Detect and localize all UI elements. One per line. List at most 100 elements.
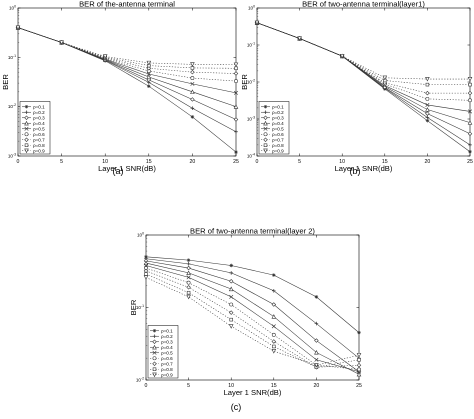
chart-2-data-point — [467, 90, 473, 96]
chart-2-y-tick-label: 10-1 — [247, 42, 255, 48]
chart-1-y-tick-label: 100 — [9, 5, 16, 11]
chart-3-x-axis-label: Layer 1 SNR(dB) — [224, 388, 282, 397]
chart-3-data-point — [272, 344, 276, 349]
chart-1-data-point — [234, 66, 238, 71]
chart-1-series-line — [17, 27, 237, 74]
chart-3-data-point — [228, 286, 234, 292]
chart-1-title: BER of the-antenna terminal — [79, 0, 175, 9]
chart-3-data-point — [272, 273, 276, 277]
chart-3-data-point — [229, 302, 234, 307]
chart-3-data-point — [357, 367, 361, 372]
chart-2-data-point — [425, 82, 430, 87]
chart-2-series-line — [256, 22, 470, 80]
chart-1-legend-label: ρ=0.2 — [33, 110, 45, 115]
chart-1-legend-label: ρ=0.1 — [33, 104, 45, 109]
chart-3-data-point — [229, 271, 233, 275]
chart-3-series-line — [145, 265, 360, 373]
chart-1-legend-label: ρ=0.8 — [33, 143, 45, 148]
chart-2-data-point — [468, 149, 472, 154]
chart-2-x-tick-label: 10 — [339, 159, 345, 165]
chart-2-legend-marker — [263, 148, 268, 154]
chart-2-series-9 — [254, 20, 473, 82]
chart-2-title: BER of two-antenna terminal(layer1) — [302, 0, 425, 9]
chart-3-data-point — [186, 270, 191, 276]
chart-3-legend-label: ρ=0.2 — [161, 334, 173, 339]
chart-1-data-point — [233, 117, 239, 122]
chart-3-legend-label: ρ=0.8 — [161, 367, 173, 372]
chart-3-data-point — [357, 330, 361, 335]
chart-3: BER of two-antenna terminal(layer 2) 0 5 10… — [129, 227, 362, 398]
chart-3-legend-marker — [152, 328, 157, 333]
chart-1-x-axis-label: Layer 1 SNR(dB) — [98, 164, 156, 173]
chart-2-data-point — [425, 102, 430, 107]
chart-1-x-tick-label: 10 — [102, 159, 108, 165]
chart-2-data-point — [297, 36, 302, 41]
chart-2-data-point — [467, 120, 473, 125]
chart-2-plot-area — [256, 7, 471, 157]
chart-1-legend-marker — [24, 148, 29, 154]
chart-3-data-point — [144, 255, 148, 259]
chart-1-y-tick-label: 10-2 — [8, 103, 16, 109]
chart-3-legend-label: ρ=0.9 — [161, 372, 173, 377]
chart-1-data-point — [147, 84, 151, 88]
chart-3-legend-label: ρ=0.6 — [161, 356, 173, 361]
chart-2-y-tick-label: 10-2 — [247, 79, 255, 85]
chart-3-data-point — [228, 279, 234, 284]
chart-1-x-tick-label: 15 — [146, 159, 152, 165]
chart-1-data-point — [190, 76, 195, 80]
chart-1-x-tick-label: 0 — [17, 159, 20, 165]
chart-2-legend-marker — [263, 115, 268, 120]
chart-1-legend-label: ρ=0.6 — [33, 132, 45, 137]
chart-3-data-point — [229, 317, 233, 322]
chart-1: BER of the-antenna terminal 0 5 10 15 20 25 Lay… — [1, 0, 239, 173]
chart-3-data-point — [186, 265, 191, 271]
chart-3-series-2 — [144, 256, 361, 360]
chart-2-y-axis-label: BER — [240, 74, 249, 90]
chart-3-legend-label: ρ=0.1 — [161, 328, 173, 333]
chart-2-legend-label: ρ=0.8 — [272, 143, 284, 148]
chart-1-data-point — [234, 79, 238, 84]
chart-3-data-point — [228, 310, 234, 315]
chart-2-legend-marker — [263, 120, 268, 126]
chart-1-data-point — [234, 150, 238, 154]
chart-2-y-tick-label: 10-4 — [247, 153, 255, 159]
chart-1-legend-label: ρ=0.3 — [33, 115, 45, 120]
chart-2-legend-label: ρ=0.2 — [272, 110, 284, 115]
chart-2-x-axis-label: Layer 1 SNR(dB) — [335, 164, 393, 173]
chart-1-plot-area — [17, 7, 237, 157]
chart-3-data-point — [144, 272, 148, 276]
chart-1-y-axis-label: BER — [1, 74, 10, 90]
chart-3-legend-label: ρ=0.7 — [161, 361, 173, 366]
chart-2-legend-label: ρ=0.1 — [272, 104, 284, 109]
chart-2-y-tick-label: 10-3 — [247, 116, 255, 122]
chart-3-legend-marker — [152, 350, 157, 355]
chart-3-y-axis-label: BER — [129, 299, 138, 315]
chart-1-x-tick-label: 25 — [233, 159, 239, 165]
chart-3-series-line — [145, 258, 360, 359]
chart-3-series-9 — [143, 275, 362, 368]
chart-3-series-line — [145, 270, 360, 368]
chart-2-legend-marker — [263, 104, 268, 109]
chart-3-legend-marker — [152, 361, 157, 366]
chart-1-data-point — [234, 129, 238, 134]
chart-1-data-point — [190, 97, 195, 102]
chart-1-data-point — [233, 104, 239, 109]
chart-2-data-point — [468, 82, 472, 87]
chart-3-legend-label: ρ=0.5 — [161, 350, 173, 355]
chart-3-data-point — [314, 295, 319, 299]
chart-3-data-point — [271, 339, 277, 344]
chart-1-y-tick-label: 10-3 — [8, 153, 16, 159]
chart-2-data-point — [467, 109, 473, 114]
chart-1-legend-marker — [24, 137, 29, 142]
chart-3-legend-marker — [152, 344, 157, 350]
chart-2-data-point — [254, 20, 260, 26]
chart-3-data-point — [272, 288, 276, 293]
chart-3-legend-label: ρ=0.4 — [161, 345, 173, 350]
chart-2-data-point — [382, 75, 388, 81]
chart-1-data-point — [146, 74, 152, 80]
chart-3-legend: ρ=0.1ρ=0.2ρ=0.3ρ=0.4ρ=0.5ρ=0.6ρ=0.7ρ=0.8… — [147, 325, 179, 379]
chart-1-data-point — [233, 90, 239, 95]
chart-2-legend-label: ρ=0.7 — [272, 137, 284, 142]
chart-3-data-point — [186, 294, 191, 300]
chart-1-data-point — [190, 81, 195, 86]
